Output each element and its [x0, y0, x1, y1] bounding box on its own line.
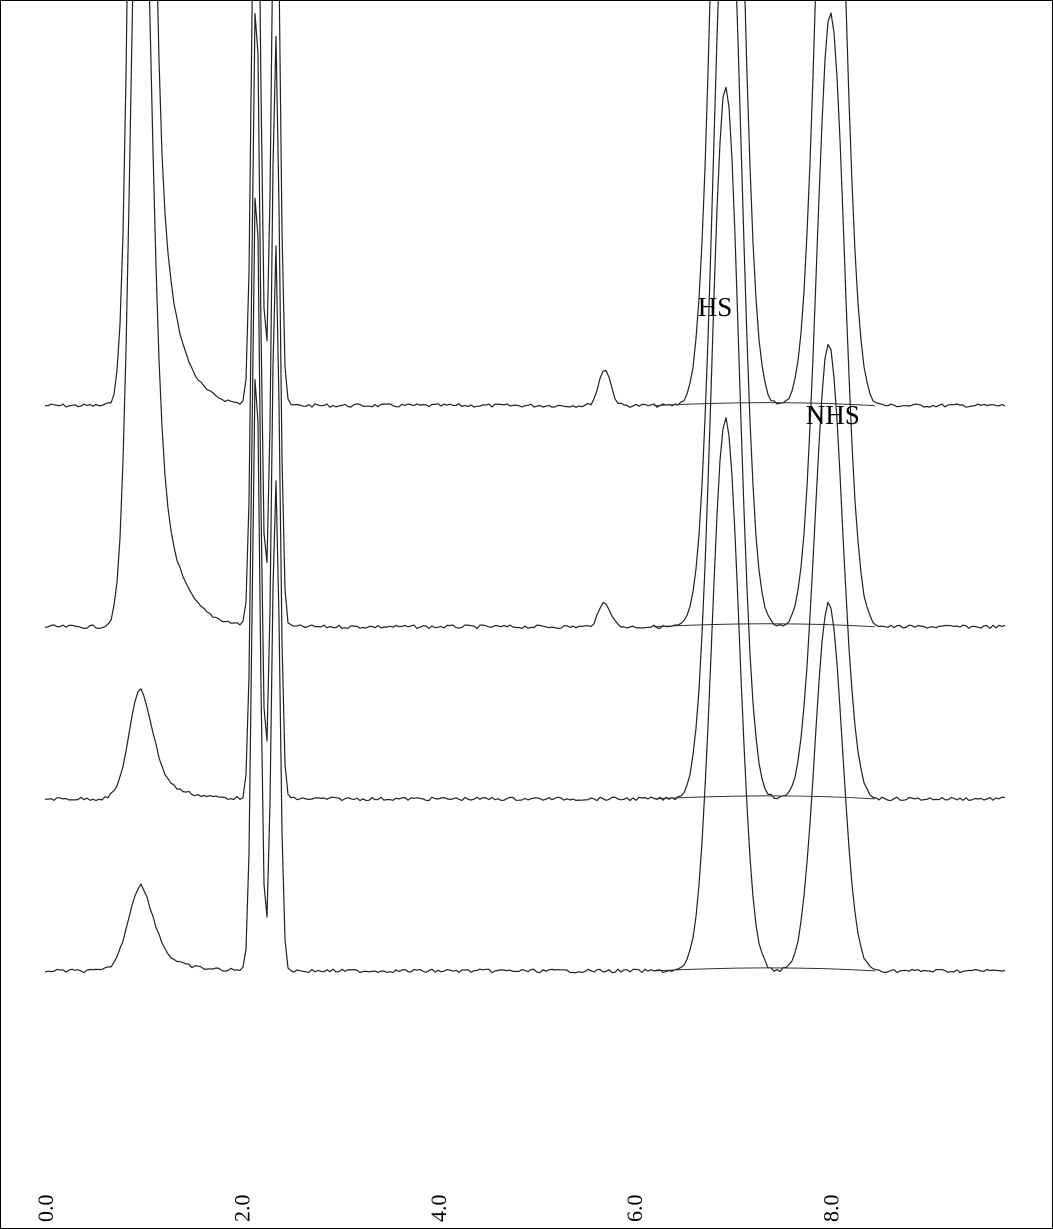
- x-tick-label: 2.0: [229, 1195, 254, 1223]
- trace-line-3: [44, 86, 1006, 802]
- trace-line-2: [44, 0, 1006, 630]
- x-tick-label: 6.0: [622, 1195, 647, 1223]
- trace-line-1: [44, 0, 1006, 408]
- x-tick-label: 8.0: [819, 1195, 844, 1223]
- integration-baseline-2: [653, 623, 875, 628]
- traces-group: [44, 0, 1006, 974]
- integration-baseline-4: [653, 967, 875, 972]
- integration-baseline-3: [653, 795, 875, 800]
- trace-line-4: [44, 379, 1006, 974]
- x-tick-label: 4.0: [426, 1195, 451, 1223]
- x-tick-label: 0.0: [33, 1195, 58, 1223]
- labels-group: 0.0 2.0 4.0 6.0 8.0 HS NHS: [33, 292, 860, 1222]
- peak-annotation-hs: HS: [698, 292, 733, 322]
- peak-annotation-nhs: NHS: [806, 400, 860, 430]
